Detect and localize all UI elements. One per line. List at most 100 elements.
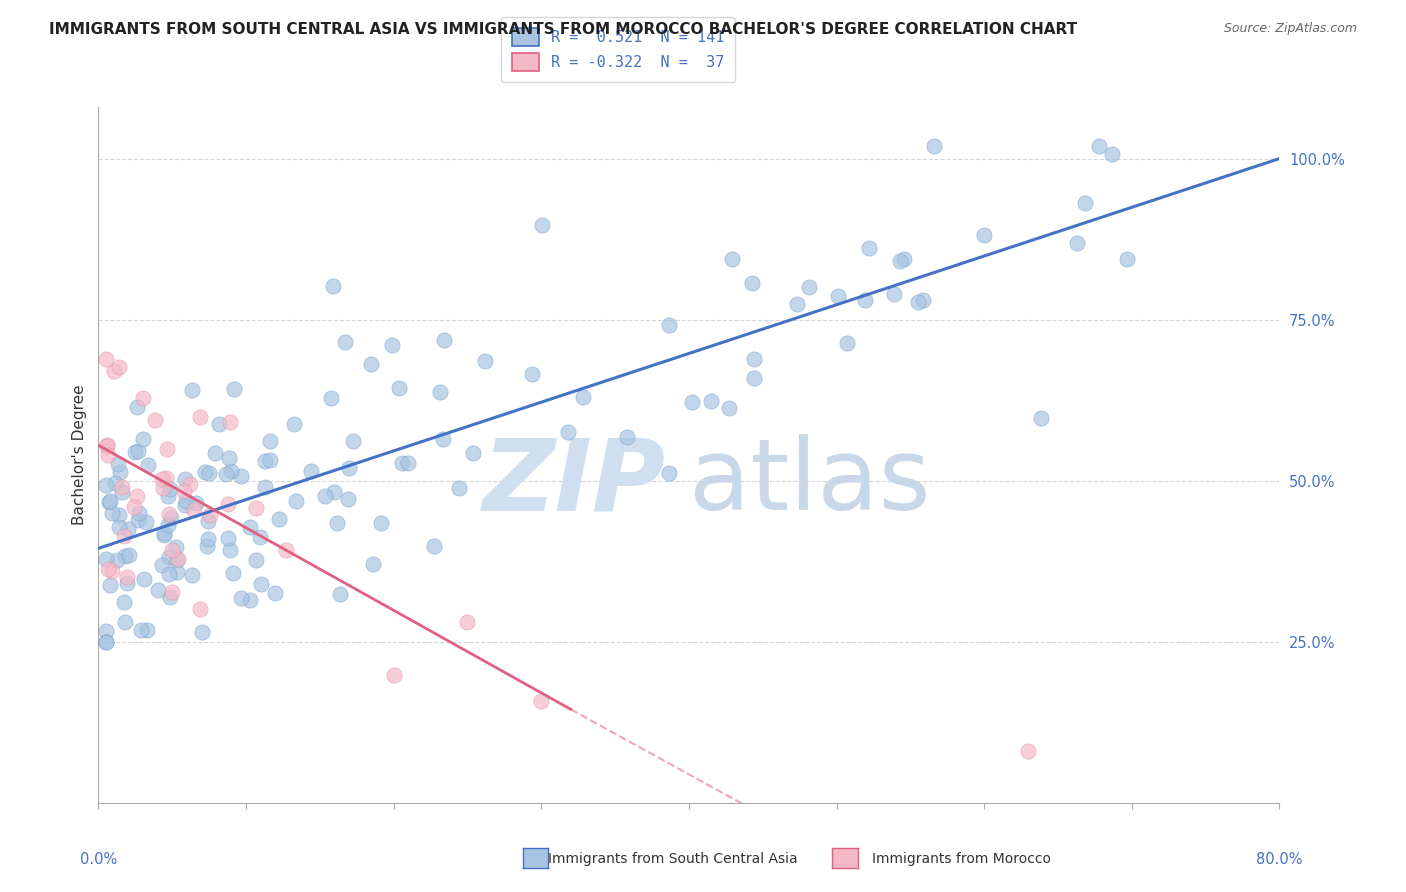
Point (174, 498, 197, 512)
Point (742, 371, 765, 385)
Point (893, 252, 915, 266)
Point (208, 417, 231, 431)
Point (1116, 252, 1139, 266)
Point (108, 508, 131, 522)
Point (522, 368, 544, 382)
Point (742, 352, 765, 367)
Point (157, 549, 180, 564)
Point (215, 467, 238, 482)
Point (269, 511, 291, 525)
Point (259, 452, 281, 467)
Point (253, 480, 276, 494)
Point (912, 293, 935, 307)
Point (827, 289, 849, 303)
Point (457, 615, 479, 630)
Point (423, 539, 446, 553)
Point (799, 280, 821, 294)
Point (188, 602, 211, 616)
Point (253, 453, 276, 467)
Point (129, 624, 152, 638)
Point (181, 384, 204, 398)
Point (391, 456, 413, 470)
Point (259, 434, 281, 448)
Point (299, 464, 322, 478)
Point (447, 481, 470, 495)
Point (157, 566, 180, 581)
Point (717, 401, 740, 416)
Point (107, 359, 129, 374)
Point (922, 138, 945, 153)
Point (1101, 147, 1123, 161)
Point (128, 507, 150, 521)
Point (181, 567, 204, 582)
Text: Immigrants from Morocco: Immigrants from Morocco (872, 852, 1050, 866)
Point (337, 491, 360, 506)
Point (127, 490, 149, 504)
Point (249, 530, 271, 544)
Point (283, 417, 305, 431)
Point (1088, 138, 1111, 153)
Point (136, 623, 159, 637)
Point (127, 443, 149, 458)
Point (245, 501, 267, 516)
Point (166, 566, 188, 580)
Point (117, 522, 139, 536)
Text: atlas: atlas (689, 434, 931, 532)
Point (973, 228, 995, 243)
Point (396, 456, 419, 470)
Point (429, 384, 451, 399)
Point (219, 543, 242, 558)
Point (907, 294, 929, 309)
Point (160, 584, 183, 599)
Point (107, 520, 129, 534)
Point (174, 472, 197, 486)
Point (167, 552, 190, 566)
Point (858, 242, 880, 256)
Point (337, 461, 360, 475)
Point (94, 478, 117, 492)
Point (616, 430, 638, 444)
Point (191, 625, 214, 640)
Point (239, 520, 262, 534)
Point (681, 395, 703, 409)
Point (152, 526, 174, 541)
Point (388, 380, 411, 394)
Point (156, 489, 179, 503)
Point (98, 578, 121, 592)
Point (531, 218, 554, 232)
Point (111, 485, 134, 500)
Point (103, 363, 125, 377)
Point (1074, 196, 1097, 211)
Point (326, 516, 349, 530)
Point (229, 469, 252, 483)
Point (197, 532, 219, 546)
Point (837, 335, 859, 350)
Y-axis label: Bachelor's Degree: Bachelor's Degree (72, 384, 87, 525)
Point (360, 357, 382, 371)
Point (132, 391, 155, 405)
Point (94, 351, 117, 366)
Point (152, 528, 174, 542)
Point (148, 583, 170, 598)
Point (188, 409, 211, 424)
Point (200, 508, 222, 522)
Point (217, 531, 239, 545)
Point (96, 438, 118, 452)
Point (173, 483, 195, 498)
Point (370, 516, 392, 530)
Point (183, 503, 205, 517)
Point (720, 252, 742, 267)
Point (127, 513, 149, 527)
Point (117, 576, 139, 591)
Point (333, 335, 356, 350)
Point (124, 445, 146, 459)
Point (152, 472, 174, 486)
Point (700, 393, 723, 408)
Point (221, 464, 243, 478)
Point (194, 465, 217, 479)
Point (889, 254, 911, 268)
Point (322, 279, 344, 293)
Point (883, 287, 905, 301)
Point (114, 615, 136, 629)
Point (176, 493, 198, 508)
